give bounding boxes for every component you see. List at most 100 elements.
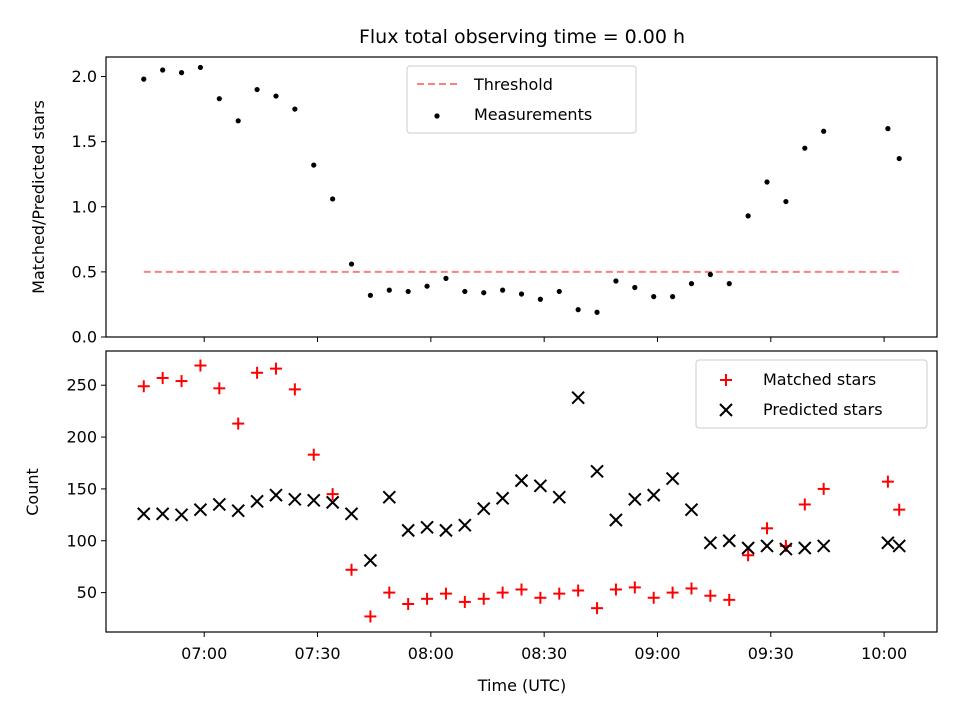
measurement-point xyxy=(292,106,298,112)
x-tick-label: 09:30 xyxy=(748,644,794,663)
measurement-point xyxy=(669,294,676,300)
matched-star-point xyxy=(666,586,679,599)
predicted-star-point xyxy=(193,502,208,517)
measurement-point xyxy=(594,309,600,315)
x-axis-label: Time (UTC) xyxy=(477,676,566,695)
matched-star-point xyxy=(194,359,207,372)
predicted-star-point xyxy=(495,491,510,505)
matched-star-point xyxy=(647,591,660,604)
matched-star-point xyxy=(383,586,396,599)
bottom-legend: Matched stars Predicted stars xyxy=(695,359,928,429)
top-legend: Threshold Measurements xyxy=(406,65,637,134)
predicted-star-point xyxy=(307,493,321,508)
predicted-star-point xyxy=(137,507,151,521)
matched-star-point xyxy=(742,549,755,562)
y-tick-label: 0.0 xyxy=(72,328,97,347)
measurement-point xyxy=(481,290,487,296)
measurement-point xyxy=(405,288,411,295)
legend-predicted-swatch xyxy=(719,403,733,417)
matched-star-point xyxy=(496,586,509,599)
y-tick-label: 50 xyxy=(77,583,97,602)
matched-star-point xyxy=(156,371,169,384)
legend-matched-label: Matched stars xyxy=(763,370,876,389)
measurement-point xyxy=(197,64,204,71)
matched-star-point xyxy=(572,584,585,597)
measurement-point xyxy=(311,162,317,168)
predicted-star-point xyxy=(477,501,491,516)
predicted-star-point xyxy=(325,495,340,510)
measurement-point xyxy=(160,67,166,73)
measurement-point xyxy=(575,307,581,313)
legend-predicted-label: Predicted stars xyxy=(763,400,883,419)
measurement-point xyxy=(178,70,185,76)
matched-star-point xyxy=(213,382,226,395)
legend-measurements-label: Measurements xyxy=(474,105,592,124)
measurement-point xyxy=(386,287,392,293)
bottom-y-ticks: 50 100 150 200 250 xyxy=(66,376,106,602)
predicted-star-point xyxy=(363,553,378,568)
predicted-star-point xyxy=(344,507,359,521)
bottom-x-ticks: 07:00 07:30 08:00 08:30 09:00 09:30 10:00 xyxy=(181,632,907,663)
measurement-point xyxy=(254,86,260,93)
y-tick-label: 150 xyxy=(66,479,97,498)
predicted-star-point xyxy=(722,534,736,548)
legend-matched-swatch xyxy=(720,374,732,386)
measurement-point xyxy=(273,93,279,99)
matched-star-point xyxy=(402,598,415,611)
y-tick-label: 0.5 xyxy=(72,262,97,281)
measurement-point xyxy=(556,288,562,295)
matched-star-point xyxy=(307,448,320,461)
x-tick-label: 09:00 xyxy=(634,644,680,663)
matched-star-point xyxy=(685,582,698,595)
x-tick-label: 07:30 xyxy=(294,644,340,663)
measurement-point xyxy=(726,281,732,287)
matched-star-point xyxy=(761,522,774,535)
measurement-point xyxy=(500,287,506,293)
measurement-point xyxy=(821,128,827,134)
predicted-star-point xyxy=(533,479,548,493)
measurement-point xyxy=(424,283,430,289)
measurement-point xyxy=(367,292,374,298)
predicted-star-point xyxy=(798,541,812,555)
matched-star-point xyxy=(251,366,264,379)
matched-star-point xyxy=(269,362,282,375)
predicted-star-point xyxy=(703,536,718,550)
top-marks xyxy=(141,64,902,315)
predicted-star-point xyxy=(646,488,661,502)
bottom-legend-box xyxy=(695,359,928,429)
predicted-star-point xyxy=(741,541,755,555)
legend-measurements-swatch xyxy=(434,113,440,119)
predicted-star-point xyxy=(212,497,227,512)
predicted-star-point xyxy=(892,539,906,553)
matched-star-point xyxy=(893,503,906,516)
measurement-point xyxy=(443,275,449,281)
matched-star-point xyxy=(628,581,641,594)
matched-star-point xyxy=(364,610,377,623)
predicted-star-point xyxy=(816,539,831,553)
predicted-star-point xyxy=(514,473,529,488)
matched-star-point xyxy=(881,475,894,488)
predicted-star-point xyxy=(439,523,453,538)
y-tick-label: 1.5 xyxy=(72,132,97,151)
measurement-point xyxy=(783,198,789,205)
measurement-point xyxy=(688,281,695,287)
measurement-point xyxy=(885,126,891,132)
predicted-star-point xyxy=(250,494,264,509)
measurement-point xyxy=(518,291,525,297)
matched-star-point xyxy=(458,595,471,608)
predicted-star-point xyxy=(609,513,623,527)
x-tick-label: 07:00 xyxy=(181,644,227,663)
matched-star-point xyxy=(553,587,566,600)
measurement-point xyxy=(462,288,468,295)
predicted-star-point xyxy=(760,539,774,553)
matched-star-point xyxy=(288,383,301,396)
measurement-point xyxy=(896,155,902,162)
measurement-point xyxy=(141,76,147,82)
matched-star-point xyxy=(534,591,547,604)
measurement-point xyxy=(802,145,808,151)
matched-star-point xyxy=(817,482,830,495)
bottom-panel: 50 100 150 200 250 07:00 07:30 08:00 08:30 09:00… xyxy=(23,350,938,695)
measurement-point xyxy=(235,118,241,124)
top-x-ticks xyxy=(203,337,885,342)
